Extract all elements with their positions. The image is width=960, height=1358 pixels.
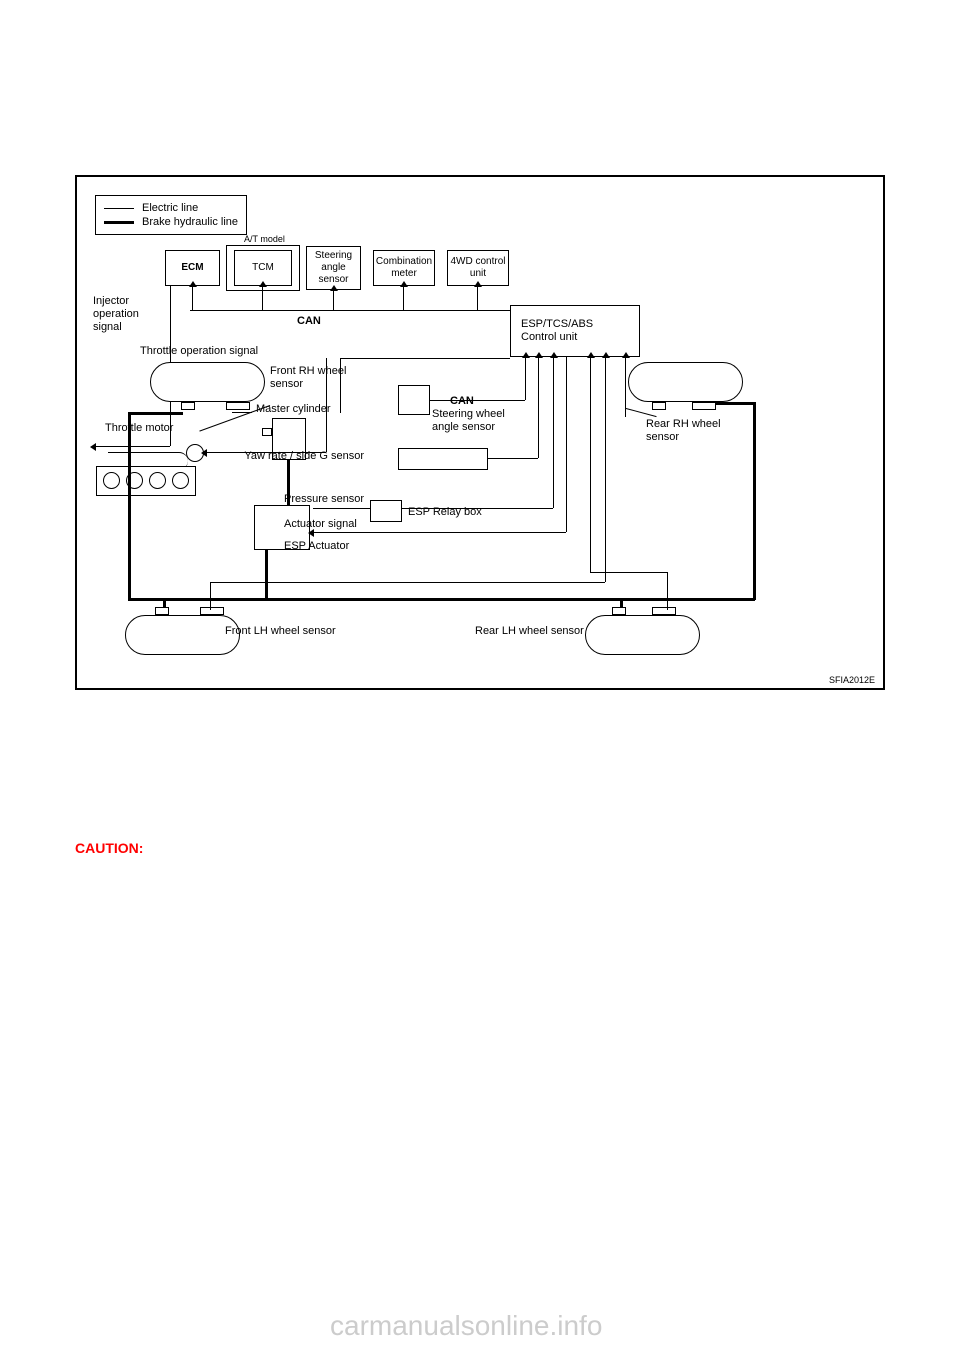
- rear-rh-wheel: [628, 362, 743, 402]
- esp-relay-label: ESP Relay box: [408, 506, 482, 519]
- steering-can-h: [430, 400, 525, 401]
- steering-wheel-label: Steering wheel angle sensor: [432, 408, 505, 434]
- long-h-top: [340, 358, 510, 359]
- legend-hydraulic: Brake hydraulic line: [104, 216, 238, 228]
- legend-hydraulic-label: Brake hydraulic line: [142, 216, 238, 228]
- watermark: carmanualsonline.info: [330, 1310, 602, 1342]
- cyl-4: [172, 472, 189, 489]
- fr-sensor-line: [232, 412, 252, 413]
- front-lh-tab: [155, 607, 169, 615]
- hyd-actuator-down: [265, 550, 268, 600]
- rl-sensor-v1: [667, 572, 668, 610]
- hyd-left: [128, 412, 131, 600]
- cyl-1: [103, 472, 120, 489]
- hyd-fr-h: [128, 412, 183, 415]
- diagram-id: SFIA2012E: [829, 675, 875, 685]
- rear-rh-v: [625, 357, 626, 417]
- hyd-right: [753, 402, 756, 600]
- master-cylinder-stem: [262, 428, 272, 436]
- steering-angle-box: Steering angle sensor: [306, 246, 361, 290]
- ecm-can-line: [192, 286, 193, 310]
- cyl-3: [149, 472, 166, 489]
- fl-sensor-h: [210, 582, 605, 583]
- fl-sensor-v1: [210, 582, 211, 610]
- steering-can-v: [525, 357, 526, 400]
- rear-lh-label: Rear LH wheel sensor: [475, 625, 584, 638]
- rl-sensor-v2: [590, 357, 591, 572]
- caution-label: CAUTION:: [75, 840, 143, 857]
- front-rh-tab2: [226, 402, 250, 410]
- can-label-1: CAN: [297, 315, 321, 328]
- rear-rh-label: Rear RH wheel sensor: [646, 418, 721, 444]
- rl-sensor-h: [590, 572, 667, 573]
- yaw-box: [398, 448, 488, 470]
- actuator-v: [566, 357, 567, 532]
- legend-box: Electric line Brake hydraulic line: [95, 195, 247, 235]
- master-label: Master cylinder: [256, 403, 331, 416]
- rear-lh-tab: [612, 607, 626, 615]
- fl-sensor-v2: [605, 357, 606, 582]
- throttle-motor-h: [206, 452, 326, 453]
- front-rh-tab: [181, 402, 195, 410]
- control-unit-box: ESP/TCS/ABS Control unit: [510, 305, 640, 357]
- throttle-op-label: Throttle operation signal: [140, 345, 258, 358]
- yaw-h: [488, 458, 538, 459]
- throttle-motor-label: Throttle motor: [105, 422, 173, 435]
- combination-can-line: [403, 286, 404, 310]
- rear-rh-tab2: [692, 402, 716, 410]
- thin-line-sample: [104, 208, 134, 209]
- front-lh-wheel: [125, 615, 240, 655]
- legend-electric-label: Electric line: [142, 202, 198, 214]
- steering-wheel-sensor-box: [398, 385, 430, 415]
- actuator-h: [313, 532, 566, 533]
- rear-rh-tab: [652, 402, 666, 410]
- front-rh-label: Front RH wheel sensor: [270, 365, 346, 391]
- rear-lh-wheel: [585, 615, 700, 655]
- throttle-motor-v: [326, 358, 327, 452]
- thick-line-sample: [104, 221, 134, 224]
- rear-lh-tab2: [652, 607, 676, 615]
- esp-relay-box: [370, 500, 402, 522]
- injector-label: Injector operation signal: [93, 295, 139, 335]
- hyd-master-v: [287, 460, 290, 505]
- at-model-label: A/T model: [244, 234, 285, 245]
- legend-electric: Electric line: [104, 202, 238, 214]
- steering-can-line: [333, 290, 334, 310]
- front-lh-tab2: [200, 607, 224, 615]
- pressure-v: [553, 357, 554, 508]
- tcm-can-line: [262, 286, 263, 310]
- hyd-bottom-h: [128, 598, 755, 601]
- injector-line-h: [95, 446, 170, 447]
- front-lh-label: Front LH wheel sensor: [225, 625, 336, 638]
- can-bus-line: [190, 310, 510, 311]
- yaw-v: [538, 357, 539, 458]
- esp-actuator-label: ESP Actuator: [284, 540, 349, 553]
- long-v-left: [340, 358, 341, 413]
- fourwd-can-line: [477, 286, 478, 310]
- front-rh-wheel: [150, 362, 265, 402]
- can-label-2: CAN: [450, 395, 474, 408]
